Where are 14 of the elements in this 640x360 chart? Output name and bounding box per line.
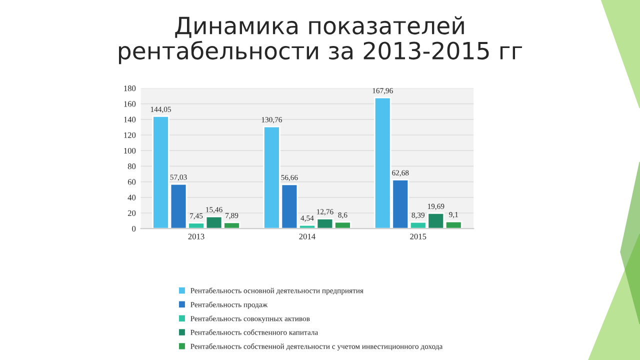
chart-title: Динамика показателей рентабельности за 2013-2015 гг — [119, 16, 522, 64]
y-tick-label: 160 — [124, 101, 136, 107]
y-tick-label: 20 — [128, 210, 136, 216]
y-tick-label: 180 — [124, 86, 136, 92]
y-tick-label: 140 — [124, 116, 136, 122]
x-tick-label: 2015 — [410, 234, 426, 240]
x-tick-label: 2014 — [299, 234, 316, 240]
y-tick-label: 80 — [128, 164, 136, 170]
y-tick-label: 100 — [124, 148, 136, 154]
y-tick-label: 60 — [128, 179, 136, 185]
y-tick-label: 120 — [124, 132, 136, 138]
y-tick-label: 40 — [128, 194, 136, 200]
x-tick-label: 2013 — [188, 234, 204, 240]
y-tick-label: 0 — [132, 226, 136, 232]
